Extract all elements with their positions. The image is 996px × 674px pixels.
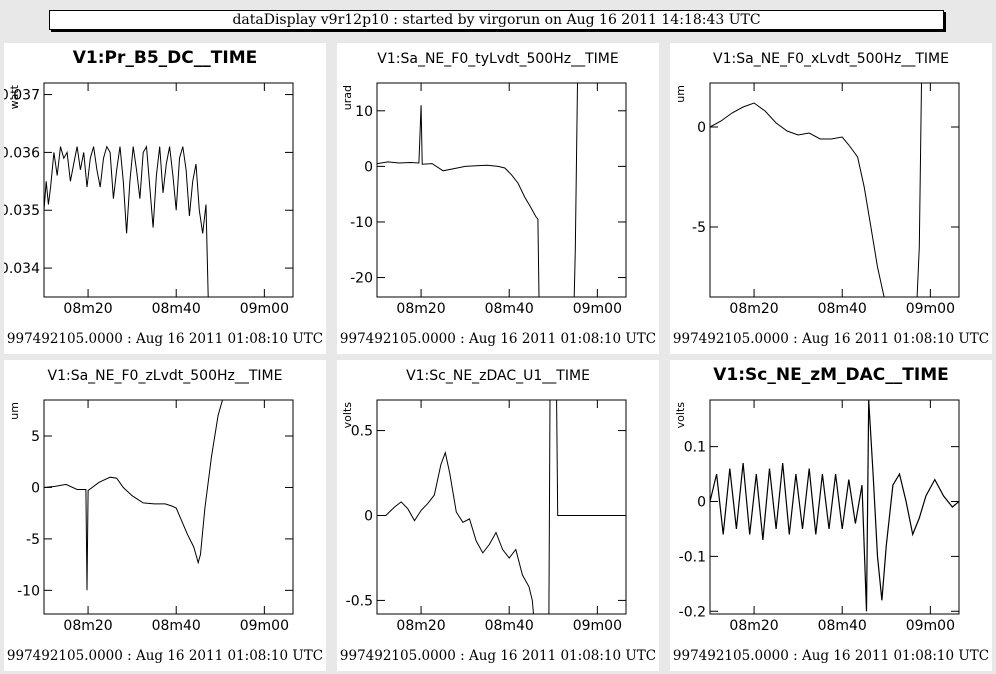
series-line [710, 400, 959, 612]
y-tick-label: 0 [697, 120, 706, 136]
series-line [44, 400, 223, 591]
plot-frame [376, 399, 627, 615]
x-tick-label: 09m00 [240, 301, 289, 317]
plot-frame [376, 82, 627, 298]
x-axis-label: 997492105.0000 : Aug 16 2011 01:08:10 UT… [7, 648, 323, 664]
x-tick-label: 08m40 [152, 618, 201, 634]
x-tick-label: 09m00 [573, 618, 622, 634]
x-tick-label: 08m40 [818, 618, 867, 634]
y-tick-label: 5 [31, 429, 40, 445]
y-axis-label: um [8, 402, 21, 420]
chart-title: V1:Sc_NE_zM_DAC__TIME [713, 365, 948, 385]
y-tick-label: -0.2 [679, 604, 706, 620]
x-tick-label: 08m20 [729, 618, 778, 634]
y-axis-label: watt [8, 84, 21, 109]
x-tick-label: 09m00 [906, 301, 955, 317]
x-tick-label: 09m00 [240, 618, 289, 634]
x-tick-label: 09m00 [906, 618, 955, 634]
y-tick-label: 0 [364, 159, 373, 175]
x-axis-label: 997492105.0000 : Aug 16 2011 01:08:10 UT… [7, 331, 323, 347]
x-tick-label: 09m00 [573, 301, 622, 317]
x-tick-label: 08m20 [729, 301, 778, 317]
x-tick-label: 08m40 [152, 301, 201, 317]
y-axis-label: volts [341, 402, 354, 429]
y-tick-label: 10 [355, 104, 373, 120]
y-tick-label: 0.035 [4, 203, 40, 219]
y-tick-label: -10 [17, 583, 40, 599]
y-tick-label: 0 [31, 480, 40, 496]
x-axis-label: 997492105.0000 : Aug 16 2011 01:08:10 UT… [340, 331, 656, 347]
plot-frame [709, 399, 960, 615]
y-tick-label: 0.036 [4, 145, 40, 161]
x-tick-label: 08m20 [396, 618, 445, 634]
chart-title: V1:Pr_B5_DC__TIME [73, 48, 257, 68]
window-title-bar: dataDisplay v9r12p10 : started by virgor… [49, 10, 944, 30]
y-tick-label: -0.1 [679, 549, 706, 565]
series-line [377, 83, 578, 297]
window-title: dataDisplay v9r12p10 : started by virgor… [232, 12, 761, 28]
plot-frame [43, 399, 294, 615]
y-tick-label: -5 [26, 532, 40, 548]
series-line [44, 144, 209, 297]
x-axis-label: 997492105.0000 : Aug 16 2011 01:08:10 UT… [340, 648, 656, 664]
y-tick-label: 0.034 [4, 261, 40, 277]
x-tick-label: 08m40 [485, 301, 534, 317]
y-tick-label: 0.5 [351, 424, 373, 440]
x-axis-label: 997492105.0000 : Aug 16 2011 01:08:10 UT… [673, 648, 989, 664]
x-tick-label: 08m20 [396, 301, 445, 317]
y-tick-label: 0.1 [684, 440, 706, 456]
x-tick-label: 08m20 [63, 618, 112, 634]
series-line [710, 83, 922, 297]
y-tick-label: 0.037 [4, 88, 40, 104]
x-tick-label: 08m40 [485, 618, 534, 634]
y-axis-label: um [674, 85, 687, 103]
y-tick-label: -20 [350, 271, 373, 287]
y-tick-label: -10 [350, 215, 373, 231]
x-axis-label: 997492105.0000 : Aug 16 2011 01:08:10 UT… [673, 331, 989, 347]
chart-title: V1:Sa_NE_F0_tyLvdt_500Hz__TIME [377, 51, 618, 67]
y-axis-label: urad [341, 85, 354, 110]
chart-title: V1:Sa_NE_F0_xLvdt_500Hz__TIME [713, 51, 949, 67]
y-tick-label: 0 [697, 495, 706, 511]
x-tick-label: 08m20 [63, 301, 112, 317]
y-tick-label: 0 [364, 508, 373, 524]
plot-frame [709, 82, 960, 298]
chart-title: V1:Sc_NE_zDAC_U1__TIME [406, 368, 590, 384]
chart-title: V1:Sa_NE_F0_zLvdt_500Hz__TIME [48, 368, 283, 384]
x-tick-label: 08m40 [818, 301, 867, 317]
y-axis-label: volts [674, 402, 687, 429]
y-tick-label: -0.5 [346, 593, 373, 609]
series-line [377, 400, 626, 614]
plot-frame [43, 82, 294, 298]
y-tick-label: -5 [692, 220, 706, 236]
